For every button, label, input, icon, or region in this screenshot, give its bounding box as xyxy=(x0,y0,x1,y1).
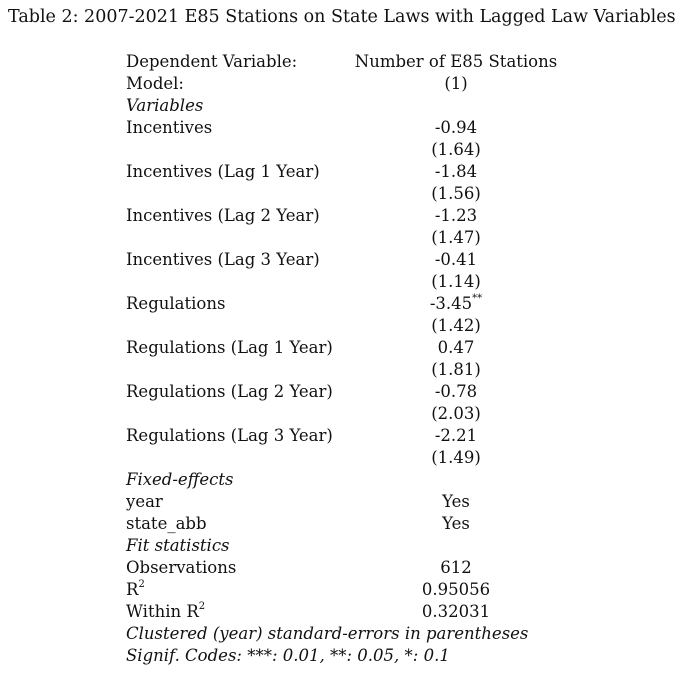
within-r2-value: 0.32031 xyxy=(421,602,491,621)
standard-error-note-row: Clustered (year) standard-errors in pare… xyxy=(126,623,576,645)
variable-coef-row: Incentives -0.94 xyxy=(126,117,576,139)
variable-name: Regulations xyxy=(126,294,226,313)
r2-label: R xyxy=(126,580,139,599)
variable-se-row: (1.42) xyxy=(126,315,576,337)
variable-se-row: (1.56) xyxy=(126,183,576,205)
variable-coef-row: Incentives (Lag 2 Year) -1.23 xyxy=(126,205,576,227)
regression-table: Dependent Variable: Number of E85 Statio… xyxy=(126,51,576,667)
fixed-effects-section-row: Fixed-effects xyxy=(126,469,576,491)
coef-value: -3.45 xyxy=(429,294,473,313)
coef-value: 0.47 xyxy=(437,338,475,357)
variable-name: Regulations (Lag 3 Year) xyxy=(126,426,333,445)
variable-name: Incentives (Lag 1 Year) xyxy=(126,162,320,181)
fixed-effects-section-label: Fixed-effects xyxy=(126,470,234,489)
standard-error: (1.56) xyxy=(431,184,481,203)
fit-statistics-section-row: Fit statistics xyxy=(126,535,576,557)
variable-coef-row: Regulations -3.45** xyxy=(126,293,576,315)
fixed-effect-row: state_abb Yes xyxy=(126,513,576,535)
fixed-effect-value: Yes xyxy=(442,492,470,511)
variable-coef-cell: -1.84 xyxy=(326,161,586,183)
significance-codes-note: Signif. Codes: ***: 0.01, **: 0.05, *: 0… xyxy=(126,646,450,665)
coef-value: -0.78 xyxy=(434,382,478,401)
standard-error: (1.42) xyxy=(431,316,481,335)
within-r2-label-cell: Within R2 xyxy=(126,601,205,623)
variable-name: Incentives xyxy=(126,118,213,137)
model-value: (1) xyxy=(444,74,468,93)
coef-value: -1.84 xyxy=(434,162,478,181)
r2-value: 0.95056 xyxy=(421,580,491,599)
variable-coef-cell: -0.94 xyxy=(326,117,586,139)
within-r2-superscript: 2 xyxy=(198,600,206,612)
standard-error-note: Clustered (year) standard-errors in pare… xyxy=(126,624,529,643)
variable-se-row: (1.49) xyxy=(126,447,576,469)
variable-se-row: (1.64) xyxy=(126,139,576,161)
variable-coef-cell: -1.23 xyxy=(326,205,586,227)
fixed-effect-name: state_abb xyxy=(126,514,207,533)
coef-value: -1.23 xyxy=(434,206,478,225)
standard-error: (1.64) xyxy=(431,140,481,159)
dependent-variable-row: Dependent Variable: Number of E85 Statio… xyxy=(126,51,576,73)
variable-coef-row: Regulations (Lag 1 Year) 0.47 xyxy=(126,337,576,359)
variable-coef-row: Incentives (Lag 1 Year) -1.84 xyxy=(126,161,576,183)
variable-se-row: (1.81) xyxy=(126,359,576,381)
fixed-effect-name: year xyxy=(126,492,163,511)
variable-coef-row: Regulations (Lag 2 Year) -0.78 xyxy=(126,381,576,403)
variable-name: Regulations (Lag 2 Year) xyxy=(126,382,333,401)
standard-error: (1.47) xyxy=(431,228,481,247)
significance-stars: ** xyxy=(472,292,483,304)
variable-name: Incentives (Lag 2 Year) xyxy=(126,206,320,225)
within-r2-row: Within R2 0.32031 xyxy=(126,601,576,623)
variables-section-row: Variables xyxy=(126,95,576,117)
variable-coef-cell: -0.41 xyxy=(326,249,586,271)
fixed-effect-value: Yes xyxy=(442,514,470,533)
variable-coef-row: Regulations (Lag 3 Year) -2.21 xyxy=(126,425,576,447)
variable-rows: Incentives -0.94 (1.64) Incentives (Lag … xyxy=(126,117,576,469)
dependent-variable-label: Dependent Variable: xyxy=(126,52,298,71)
coef-value: -0.94 xyxy=(434,118,478,137)
r2-superscript: 2 xyxy=(138,578,145,590)
variable-se-row: (1.47) xyxy=(126,227,576,249)
significance-codes-row: Signif. Codes: ***: 0.01, **: 0.05, *: 0… xyxy=(126,645,576,667)
dependent-variable-value: Number of E85 Stations xyxy=(354,52,558,71)
variable-name: Regulations (Lag 1 Year) xyxy=(126,338,333,357)
variable-coef-cell: -2.21 xyxy=(326,425,586,447)
fixed-effect-row: year Yes xyxy=(126,491,576,513)
observations-value: 612 xyxy=(440,558,472,577)
r2-row: R2 0.95056 xyxy=(126,579,576,601)
table-caption: Table 2: 2007-2021 E85 Stations on State… xyxy=(8,7,676,27)
variable-se-row: (2.03) xyxy=(126,403,576,425)
fit-statistics-section-label: Fit statistics xyxy=(126,536,230,555)
variable-coef-cell: -0.78 xyxy=(326,381,586,403)
standard-error: (1.81) xyxy=(431,360,481,379)
variable-name: Incentives (Lag 3 Year) xyxy=(126,250,320,269)
model-label: Model: xyxy=(126,74,184,93)
variables-section-label: Variables xyxy=(126,96,204,115)
variable-coef-cell: 0.47 xyxy=(326,337,586,359)
observations-label: Observations xyxy=(126,558,237,577)
r2-label-cell: R2 xyxy=(126,579,145,601)
standard-error: (1.49) xyxy=(431,448,481,467)
within-r2-label: Within R xyxy=(126,602,199,621)
variable-coef-cell: -3.45** xyxy=(326,293,586,315)
model-row: Model: (1) xyxy=(126,73,576,95)
coef-value: -0.41 xyxy=(434,250,478,269)
observations-row: Observations 612 xyxy=(126,557,576,579)
variable-se-row: (1.14) xyxy=(126,271,576,293)
coef-value: -2.21 xyxy=(434,426,478,445)
standard-error: (1.14) xyxy=(431,272,481,291)
variable-coef-row: Incentives (Lag 3 Year) -0.41 xyxy=(126,249,576,271)
standard-error: (2.03) xyxy=(431,404,481,423)
